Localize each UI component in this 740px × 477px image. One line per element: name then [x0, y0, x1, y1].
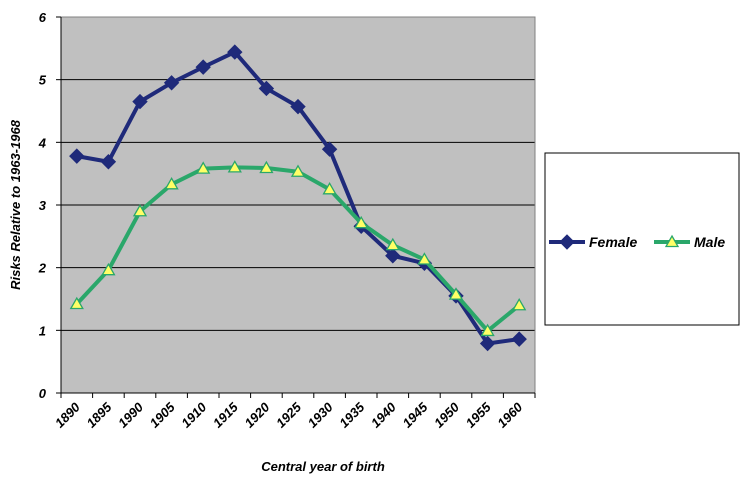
- x-tick-label: 1910: [178, 399, 210, 431]
- data-point: [100, 154, 117, 170]
- y-tick-label: 2: [38, 261, 47, 276]
- x-tick-label: 1930: [305, 399, 337, 431]
- x-tick-labels: 1890 1895 1990 1905 1910 1915 1920 1925 1930 1935…: [52, 399, 526, 431]
- legend-item-female: Female: [549, 234, 637, 250]
- data-point: [101, 262, 116, 276]
- data-point: [559, 234, 575, 250]
- x-tick-label: 1920: [241, 399, 273, 431]
- data-point: [321, 141, 338, 157]
- data-point: [163, 75, 180, 91]
- data-point: [227, 44, 243, 60]
- data-point: [290, 164, 306, 177]
- data-point: [385, 248, 401, 264]
- x-tick-label: 1940: [368, 399, 400, 431]
- y-tick-label: 3: [39, 198, 47, 213]
- data-point: [417, 252, 432, 265]
- x-tick-label: 1960: [494, 399, 526, 431]
- data-point: [512, 297, 527, 311]
- data-point: [258, 80, 275, 97]
- data-point: [132, 93, 148, 110]
- data-point: [354, 215, 369, 229]
- series-male: [69, 160, 527, 337]
- x-tick-label: 1950: [431, 399, 463, 431]
- series: [69, 44, 527, 352]
- data-point: [479, 335, 496, 352]
- x-tick-label: 1905: [147, 399, 179, 431]
- x-tick-label: 1935: [336, 399, 368, 431]
- data-point: [227, 160, 242, 173]
- axes: [56, 16, 536, 398]
- data-point: [132, 203, 148, 217]
- x-tick-label: 1945: [399, 399, 431, 431]
- y-tick-label: 1: [39, 323, 46, 338]
- data-point: [290, 98, 306, 115]
- legend: Female Male: [544, 152, 740, 326]
- x-tick-label: 1895: [83, 399, 115, 431]
- x-tick-label: 1915: [210, 399, 242, 431]
- data-point: [164, 177, 179, 190]
- x-tick-label: 1925: [273, 399, 305, 431]
- legend-label: Female: [589, 234, 637, 250]
- y-axis-title: Risks Relative to 1963-1968: [8, 119, 23, 290]
- x-tick-label: 1890: [52, 399, 84, 431]
- data-point: [259, 160, 274, 174]
- x-tick-label: 1955: [463, 399, 495, 431]
- legend-item-male: Male: [654, 234, 725, 250]
- data-point: [69, 148, 85, 164]
- data-point: [448, 287, 464, 300]
- data-point: [664, 234, 680, 248]
- data-point: [511, 331, 527, 347]
- y-tick-label: 6: [39, 10, 47, 25]
- data-point: [196, 161, 211, 174]
- y-tick-label: 0: [39, 386, 47, 401]
- data-point: [195, 59, 211, 75]
- y-tick-label: 5: [39, 73, 47, 88]
- data-point: [385, 237, 400, 251]
- legend-box: [544, 152, 740, 326]
- x-tick-label: 1990: [115, 399, 147, 431]
- data-point: [69, 296, 84, 310]
- y-tick-label: 4: [38, 135, 47, 150]
- y-tick-labels: 0 1 2 3 4 5 6: [38, 10, 47, 401]
- x-axis-title: Central year of birth: [261, 459, 385, 474]
- data-point: [322, 182, 337, 195]
- data-point: [480, 323, 495, 337]
- legend-label: Male: [694, 234, 725, 250]
